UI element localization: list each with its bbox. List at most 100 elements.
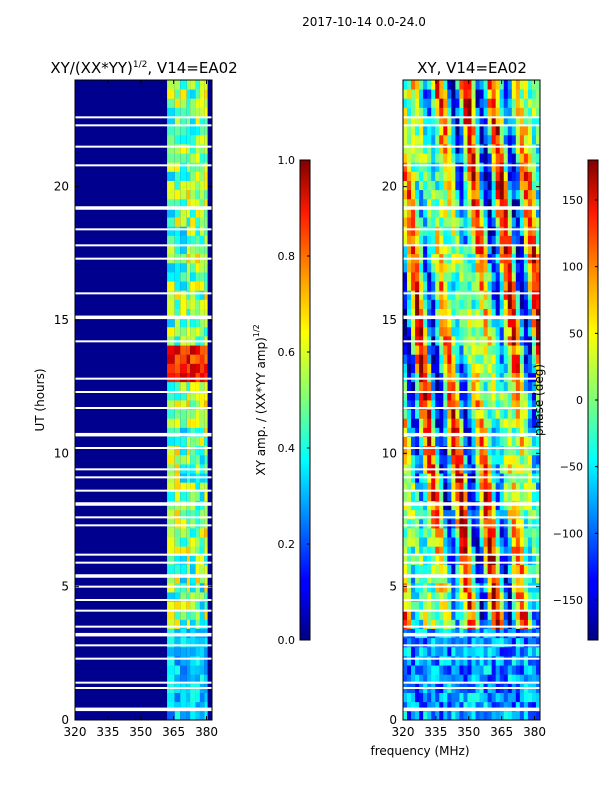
phase-cell [451,262,456,273]
phase-cell [407,509,412,520]
phase-cell [439,491,444,501]
amplitude-cell [180,153,187,163]
phase-cell [439,244,444,255]
phase-cell [411,409,416,419]
phase-cell [495,637,501,648]
phase-cell [527,272,533,282]
phase-cell [455,171,460,181]
phase-cell [467,226,472,236]
phase-cell [463,125,468,136]
phase-cell [531,235,537,245]
phase-cell [471,208,476,218]
phase-cell [471,198,476,209]
phase-cell [455,546,460,556]
phase-cell [483,601,489,611]
phase-cell [503,509,509,520]
phase-cell [527,244,533,255]
phase-cell [475,400,480,410]
phase-cell [439,710,444,721]
amplitude-colorbar-tick-label: 0.4 [278,442,296,455]
phase-cell [527,454,533,465]
phase-cell [447,372,452,383]
phase-cell [451,665,456,675]
phase-cell [443,326,448,337]
phase-cell [435,235,440,245]
amplitude-cell [190,418,196,428]
phase-cell [535,345,541,355]
phase-cell [407,418,412,428]
amplitude-cell [174,509,181,520]
phase-cell [439,601,444,611]
phase-cell [435,144,440,154]
amplitude-cell [186,418,191,428]
amplitude-cell [167,656,175,666]
phase-gap-row [403,432,540,437]
phase-cell [423,491,428,501]
phase-cell [431,281,436,291]
amplitude-cell [174,244,181,255]
phase-cell [535,116,541,127]
amplitude-cell [195,144,200,154]
phase-x-tick-label: 380 [523,725,546,739]
phase-cell [515,656,521,666]
phase-cell [411,80,416,90]
phase-cell [523,281,529,291]
phase-cell [535,326,541,337]
phase-cell [503,244,509,255]
amplitude-cell [204,656,208,666]
phase-cell [435,217,440,227]
phase-cell [531,180,537,191]
phase-cell [459,674,464,684]
phase-cell [491,198,497,209]
phase-cell [519,665,525,675]
phase-cell [411,418,416,428]
amplitude-cell [174,208,181,218]
amplitude-cell [190,546,196,556]
phase-cell [431,418,436,428]
phase-cell [443,189,448,200]
amplitude-cell [186,537,191,547]
phase-cell [427,454,432,465]
phase-cell [427,308,432,319]
phase-cell [523,134,529,145]
phase-cell [535,546,541,556]
phase-cell [495,144,501,154]
phase-cell [403,345,408,355]
phase-cell [511,125,517,136]
phase-cell [431,244,436,255]
amplitude-cell [195,409,200,419]
amplitude-cell [199,601,205,611]
amplitude-cell [195,564,200,575]
phase-cell [459,701,464,712]
phase-cell [419,656,424,666]
phase-cell [483,308,489,319]
phase-cell [503,646,509,657]
phase-cell [447,436,452,447]
phase-cell [523,299,529,309]
phase-cell [423,363,428,373]
phase-cell [503,262,509,273]
amplitude-cell [180,390,187,401]
phase-cell [443,171,448,181]
phase-cell [423,107,428,117]
amplitude-cell [180,180,187,191]
phase-cell [415,528,420,538]
phase-cell [403,555,408,565]
phase-cell [479,427,484,437]
amplitude-cell [174,308,181,319]
phase-cell [483,619,489,629]
phase-cell [463,564,468,575]
phase-cell [487,445,493,456]
phase-cell [519,381,525,392]
amplitude-cell [167,308,175,319]
phase-cell [459,299,464,309]
phase-cell [503,619,509,629]
phase-cell [423,189,428,200]
phase-cell [439,619,444,629]
phase-cell [407,701,412,712]
phase-cell [419,80,424,90]
phase-cell [507,281,513,291]
phase-cell [515,427,521,437]
phase-cell [523,418,529,428]
phase-cell [411,573,416,584]
